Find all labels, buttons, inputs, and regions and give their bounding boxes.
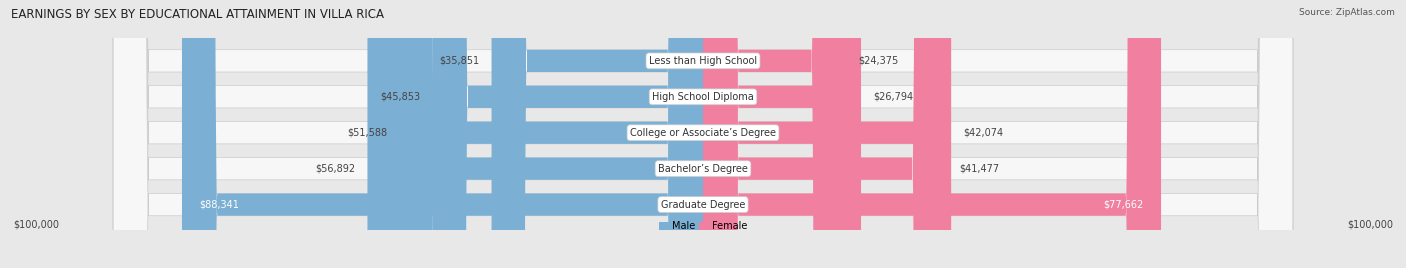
Text: Bachelor’s Degree: Bachelor’s Degree bbox=[658, 164, 748, 174]
Text: $42,074: $42,074 bbox=[963, 128, 1002, 138]
FancyBboxPatch shape bbox=[114, 0, 1292, 268]
Text: $100,000: $100,000 bbox=[13, 219, 59, 229]
Text: $100,000: $100,000 bbox=[1347, 219, 1393, 229]
Text: $56,892: $56,892 bbox=[315, 164, 356, 174]
Text: $45,853: $45,853 bbox=[381, 92, 420, 102]
Text: High School Diploma: High School Diploma bbox=[652, 92, 754, 102]
Text: Graduate Degree: Graduate Degree bbox=[661, 200, 745, 210]
FancyBboxPatch shape bbox=[492, 0, 703, 268]
Text: $88,341: $88,341 bbox=[200, 200, 239, 210]
Text: $41,477: $41,477 bbox=[959, 164, 1000, 174]
FancyBboxPatch shape bbox=[433, 0, 703, 268]
Text: $26,794: $26,794 bbox=[873, 92, 912, 102]
FancyBboxPatch shape bbox=[703, 0, 948, 268]
FancyBboxPatch shape bbox=[703, 0, 950, 268]
Text: $77,662: $77,662 bbox=[1104, 200, 1143, 210]
Text: College or Associate’s Degree: College or Associate’s Degree bbox=[630, 128, 776, 138]
FancyBboxPatch shape bbox=[703, 0, 1161, 268]
FancyBboxPatch shape bbox=[114, 0, 1292, 268]
Text: Less than High School: Less than High School bbox=[650, 56, 756, 66]
Text: EARNINGS BY SEX BY EDUCATIONAL ATTAINMENT IN VILLA RICA: EARNINGS BY SEX BY EDUCATIONAL ATTAINMEN… bbox=[11, 8, 384, 21]
Legend: Male, Female: Male, Female bbox=[655, 218, 751, 235]
FancyBboxPatch shape bbox=[367, 0, 703, 268]
Text: Source: ZipAtlas.com: Source: ZipAtlas.com bbox=[1299, 8, 1395, 17]
Text: $24,375: $24,375 bbox=[859, 56, 898, 66]
FancyBboxPatch shape bbox=[114, 0, 1292, 268]
Text: $51,588: $51,588 bbox=[347, 128, 387, 138]
Text: $35,851: $35,851 bbox=[440, 56, 479, 66]
FancyBboxPatch shape bbox=[114, 0, 1292, 268]
FancyBboxPatch shape bbox=[703, 0, 846, 268]
FancyBboxPatch shape bbox=[703, 0, 860, 268]
FancyBboxPatch shape bbox=[181, 0, 703, 268]
FancyBboxPatch shape bbox=[399, 0, 703, 268]
FancyBboxPatch shape bbox=[114, 0, 1292, 268]
